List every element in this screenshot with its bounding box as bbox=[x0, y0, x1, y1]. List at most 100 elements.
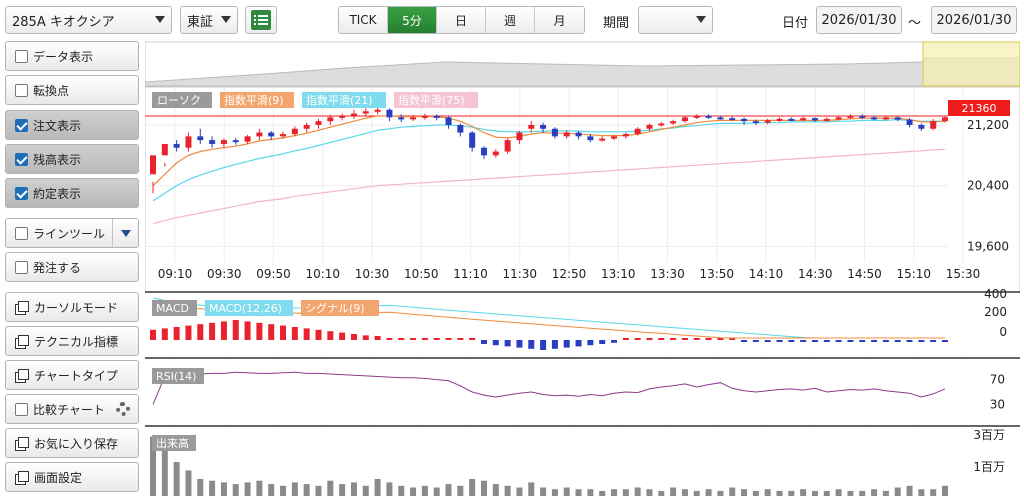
volume-bar bbox=[575, 489, 582, 496]
volume-bar bbox=[622, 489, 629, 496]
checkbox[interactable] bbox=[15, 402, 28, 416]
macd-bar bbox=[871, 340, 878, 342]
macd-tick-label: 200 bbox=[984, 305, 1007, 319]
macd-bar bbox=[469, 338, 476, 340]
turning-point-toggle[interactable]: 転換点 bbox=[5, 75, 139, 105]
candle-body bbox=[882, 117, 889, 120]
macd-axis: 400 200 0 bbox=[984, 287, 1007, 339]
candle-body bbox=[693, 115, 700, 118]
chart-type-button[interactable]: チャートタイプ bbox=[5, 360, 139, 390]
window-icon bbox=[15, 436, 29, 451]
macd-bar bbox=[220, 321, 227, 340]
candle-body bbox=[540, 124, 547, 129]
legend-signal: シグナル(9) bbox=[305, 301, 365, 315]
volume-bar bbox=[280, 485, 287, 496]
macd-bar bbox=[587, 340, 594, 346]
macd-bar bbox=[232, 320, 239, 340]
macd-bar bbox=[859, 340, 866, 342]
date-from-input[interactable]: 2026/01/30 bbox=[816, 6, 902, 34]
rsi-legend: RSI(14) bbox=[152, 368, 204, 384]
technical-indicator-button[interactable]: テクニカル指標 bbox=[5, 326, 139, 356]
date-to-input[interactable]: 2026/01/30 bbox=[931, 6, 1017, 34]
candle-body bbox=[398, 117, 405, 120]
volume-bar bbox=[504, 485, 511, 496]
volume-bar bbox=[398, 485, 405, 496]
cursor-mode-button[interactable]: カーソルモード bbox=[5, 292, 139, 322]
tab-week[interactable]: 週 bbox=[486, 7, 535, 33]
data-display-toggle[interactable]: データ表示 bbox=[5, 41, 139, 71]
volume-bar bbox=[244, 482, 251, 496]
macd-bar bbox=[244, 321, 251, 340]
date-to-value: 2026/01/30 bbox=[936, 12, 1012, 28]
macd-bar bbox=[185, 325, 192, 340]
order-display-toggle[interactable]: 注文表示 bbox=[5, 110, 139, 140]
macd-legend: MACD MACD(12,26) シグナル(9) bbox=[152, 300, 379, 316]
chevron-down-icon[interactable] bbox=[112, 219, 138, 247]
compare-chart-toggle[interactable]: 比較チャート bbox=[5, 394, 139, 424]
candle-body bbox=[942, 117, 948, 122]
candle-body bbox=[445, 117, 452, 125]
time-tick-label: 09:10 bbox=[158, 267, 193, 281]
volume-bar bbox=[362, 485, 369, 496]
volume-bar bbox=[516, 487, 523, 496]
macd-bar bbox=[516, 340, 523, 348]
candle-body bbox=[752, 121, 759, 124]
candle-body bbox=[220, 140, 227, 144]
place-order-toggle[interactable]: 発注する bbox=[5, 252, 139, 282]
checkbox-checked[interactable] bbox=[15, 186, 28, 200]
volume-bar bbox=[350, 482, 357, 496]
candle-body bbox=[209, 140, 216, 144]
macd-bar bbox=[658, 338, 665, 340]
market-select[interactable]: 東証 bbox=[180, 6, 238, 34]
gear-icon[interactable] bbox=[116, 402, 130, 416]
execution-display-toggle[interactable]: 約定表示 bbox=[5, 178, 139, 208]
macd-bar bbox=[551, 340, 558, 349]
volume-bar bbox=[835, 489, 842, 496]
checkbox[interactable] bbox=[15, 260, 28, 274]
volume-panel bbox=[145, 427, 1020, 496]
volume-bar bbox=[776, 490, 783, 496]
volume-axis: 3百万 1百万 bbox=[973, 428, 1005, 474]
macd-bar bbox=[268, 324, 275, 340]
position-display-toggle[interactable]: 残高表示 bbox=[5, 144, 139, 174]
checkbox-checked[interactable] bbox=[15, 152, 28, 166]
macd-bar bbox=[930, 340, 937, 342]
volume-bar bbox=[823, 490, 830, 496]
candle-body bbox=[918, 124, 925, 129]
volume-bar bbox=[528, 482, 535, 496]
macd-bar bbox=[386, 338, 393, 340]
checkbox[interactable] bbox=[15, 83, 28, 97]
tab-month[interactable]: 月 bbox=[535, 7, 584, 33]
checkbox-checked[interactable] bbox=[15, 118, 28, 132]
volume-bar bbox=[800, 489, 807, 496]
toolbar: 285A キオクシア 東証 TICK 5分 日 週 月 期間 日付 2026/0… bbox=[0, 0, 1024, 40]
line-tool-toggle[interactable]: ラインツール bbox=[5, 218, 139, 248]
checkbox[interactable] bbox=[15, 226, 28, 240]
legend-rsi: RSI(14) bbox=[156, 370, 196, 383]
candle-body bbox=[823, 118, 830, 121]
overview-range-selector[interactable] bbox=[922, 41, 1020, 87]
list-view-button[interactable] bbox=[245, 6, 277, 34]
tab-label: 月 bbox=[553, 13, 566, 28]
checkbox[interactable] bbox=[15, 49, 28, 63]
tab-5min[interactable]: 5分 bbox=[388, 7, 437, 33]
macd-bar bbox=[410, 338, 417, 340]
candle-body bbox=[670, 121, 677, 124]
candle-body bbox=[469, 132, 476, 148]
favorites-save-button[interactable]: お気に入り保存 bbox=[5, 428, 139, 458]
volume-bar bbox=[788, 490, 795, 496]
price-legend: ローソク 指数平滑(9) 指数平滑(21) 指数平滑(75) bbox=[152, 92, 478, 108]
macd-bar bbox=[421, 338, 428, 340]
tab-tick[interactable]: TICK bbox=[339, 7, 388, 33]
macd-bar bbox=[823, 340, 830, 342]
period-select[interactable] bbox=[638, 6, 713, 34]
screen-settings-button[interactable]: 画面設定 bbox=[5, 462, 139, 492]
chart-area[interactable]: 21360 ローソク 指数平滑(9) 指数平滑(21) 指数平滑(75) 21,… bbox=[145, 40, 1020, 496]
volume-bar bbox=[209, 480, 216, 496]
volume-bar bbox=[681, 489, 688, 496]
candle-body bbox=[173, 143, 180, 148]
tab-day[interactable]: 日 bbox=[437, 7, 486, 33]
rsi-panel bbox=[145, 359, 1020, 425]
button-label: チャートタイプ bbox=[34, 368, 118, 383]
symbol-select[interactable]: 285A キオクシア bbox=[5, 6, 172, 34]
